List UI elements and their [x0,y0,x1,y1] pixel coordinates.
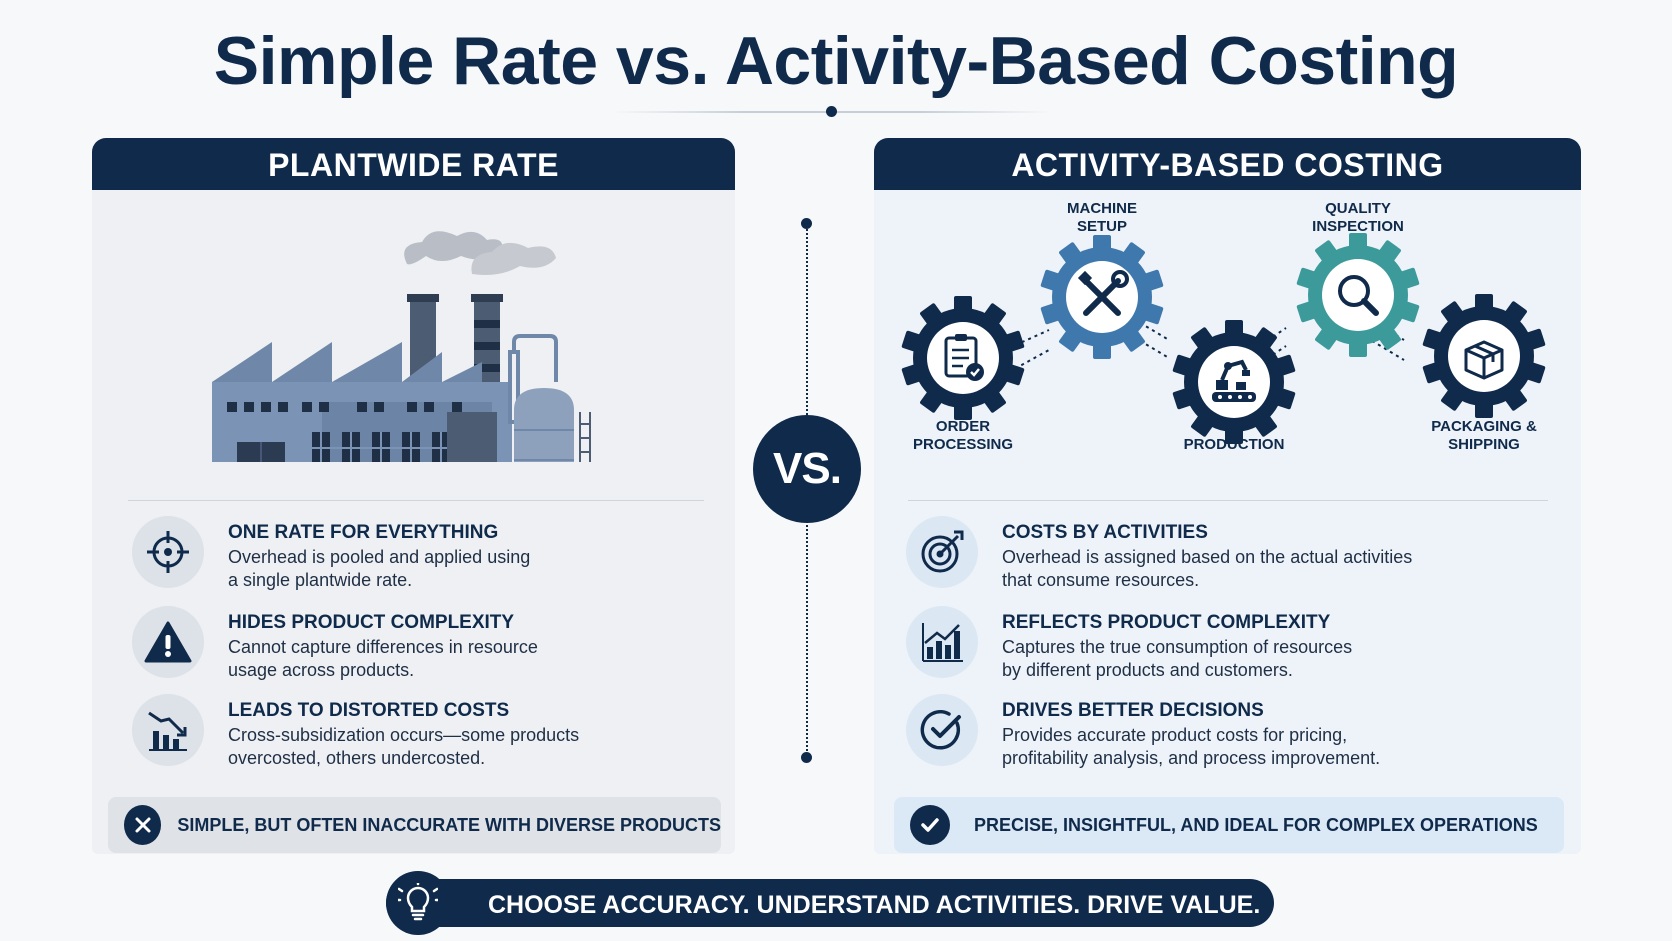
check-circle-icon [906,694,978,766]
feature-description: Cross-subsidization occurs—some products… [228,725,580,768]
verdict-text: PRECISE, INSIGHTFUL, AND IDEAL FOR COMPL… [974,814,1538,835]
activity-label-machine-setup: MACHINE SETUP [1067,200,1137,235]
feature-description: Overhead is assigned based on the actual… [1002,547,1413,590]
feature-title: HIDES PRODUCT COMPLEXITY [228,612,515,633]
crosshair-icon [132,516,204,588]
target-icon [906,516,978,588]
activity-label-production: PRODUCTION [1183,436,1285,453]
footer-banner: CHOOSE ACCURACY. UNDERSTAND ACTIVITIES. … [386,871,1274,935]
right-divider [908,500,1548,501]
vs-divider-dot [801,752,812,763]
abc-panel: ACTIVITY-BASED COSTING [874,138,1581,854]
gear-quality-inspection [1296,233,1420,357]
feature-title: LEADS TO DISTORTED COSTS [228,700,510,721]
feature-description: Captures the true consumption of resourc… [1002,637,1353,680]
gear-packaging-shipping [1422,294,1546,418]
plantwide-rate-header: PLANTWIDE RATE [92,138,735,190]
feature-title: DRIVES BETTER DECISIONS [1002,700,1264,721]
activity-gear-chain [901,233,1546,444]
plantwide-rate-panel: PLANTWIDE RATE [92,138,735,854]
robot-arm-icon [1212,359,1256,402]
check-icon [910,805,950,845]
title-divider-dot [826,106,837,117]
gear-production [1172,320,1296,444]
feature-title: COSTS BY ACTIVITIES [1002,522,1208,543]
factory-icon [212,231,591,462]
abc-header: ACTIVITY-BASED COSTING [874,138,1581,190]
activity-label-quality-inspection: QUALITY INSPECTION [1312,200,1404,235]
feature-description: Cannot capture differences in resource us… [228,637,538,680]
vs-divider-dot [801,218,812,229]
lightbulb-icon [386,871,450,935]
feature-title: REFLECTS PRODUCT COMPLEXITY [1002,612,1331,633]
box-icon [1464,340,1504,380]
page-title: Simple Rate vs. Activity-Based Costing [213,23,1459,99]
feature-description: Overhead is pooled and applied using a si… [228,547,531,590]
feature-title: ONE RATE FOR EVERYTHING [228,522,499,543]
feature-description: Provides accurate product costs for pric… [1002,725,1381,768]
close-icon [124,805,162,845]
magnifier-icon [1338,275,1379,316]
plantwide-verdict: SIMPLE, BUT OFTEN INACCURATE WITH DIVERS… [108,797,721,853]
verdict-text: SIMPLE, BUT OFTEN INACCURATE WITH DIVERS… [177,814,721,835]
activity-label-order-processing: ORDER PROCESSING [912,418,1014,453]
declining-chart-icon [132,694,204,766]
clipboard-icon [944,334,984,381]
activity-label-packaging-shipping: PACKAGING & SHIPPING [1431,418,1537,453]
warning-icon [132,606,204,678]
left-divider [128,500,704,501]
vs-badge: VS. [753,415,861,523]
bar-chart-icon [906,606,978,678]
tools-icon [1077,270,1129,316]
abc-verdict: PRECISE, INSIGHTFUL, AND IDEAL FOR COMPL… [894,797,1564,853]
footer-text: CHOOSE ACCURACY. UNDERSTAND ACTIVITIES. … [488,891,1261,919]
